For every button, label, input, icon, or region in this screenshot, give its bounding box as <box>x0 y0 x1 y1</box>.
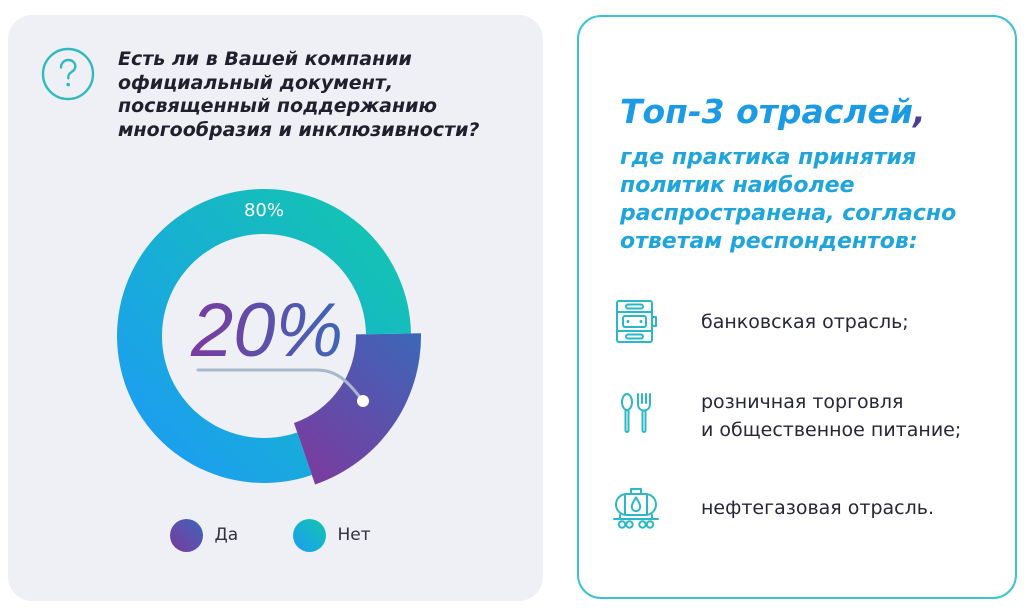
oil-tank-car-icon <box>612 483 660 531</box>
donut-chart: 80% 20% <box>117 188 422 485</box>
industry-item-line: банковская отрасль; <box>701 311 909 333</box>
label-connector-line <box>196 368 365 403</box>
industry-item-line: нефтегазовая отрасль. <box>701 497 935 519</box>
industry-item-line: и общественное питание; <box>701 419 962 441</box>
legend-label-yes: Да <box>214 525 239 545</box>
panel-title: Топ-3 отраслей, <box>620 92 926 132</box>
panel-subtitle: где практика принятия политик наиболее р… <box>620 144 956 256</box>
legend-swatch-yes <box>169 518 203 552</box>
legend-item-no: Нет <box>292 518 371 552</box>
question-icon <box>40 46 96 102</box>
panel-title-text: Топ-3 отраслей <box>620 92 914 131</box>
question-line: Есть ли в Вашей компании <box>118 48 412 70</box>
question-line: официальный документ, <box>118 71 394 94</box>
legend-item-yes: Да <box>169 518 239 552</box>
subtitle-line: распространена, согласно <box>620 201 957 226</box>
industry-item-banking: банковская отрасль; <box>701 308 909 336</box>
subtitle-line: ответам респондентов: <box>620 229 918 254</box>
question-line: многообразия и инклюзивности? <box>118 119 480 142</box>
donut-slice-yes <box>293 333 422 485</box>
question-line: посвященный поддержанию <box>118 95 437 118</box>
subtitle-line: политик наиболее <box>620 173 855 198</box>
legend-label-no: Нет <box>337 525 371 545</box>
top-industries-panel: Топ-3 отраслей, где практика принятия по… <box>577 15 1017 599</box>
slice-marker-dot <box>357 395 369 407</box>
legend-swatch-no <box>292 518 326 552</box>
data-label-no: 80% <box>244 200 284 221</box>
cutlery-icon <box>613 390 659 436</box>
industry-item-line: розничная торговля <box>701 391 904 413</box>
data-label-yes: 20% <box>190 288 343 373</box>
industry-item-oil-gas: нефтегазовая отрасль. <box>701 494 934 522</box>
donut-slices <box>117 188 422 485</box>
panel-title-comma: , <box>913 92 926 131</box>
industry-item-retail: розничная торговля и общественное питани… <box>701 388 961 444</box>
subtitle-line: где практика принятия <box>620 145 917 170</box>
survey-question-panel: Есть ли в Вашей компании официальный док… <box>8 15 543 601</box>
question-text: Есть ли в Вашей компании официальный док… <box>118 48 479 143</box>
donut-slice-no <box>117 188 411 483</box>
bank-icon <box>613 299 659 345</box>
